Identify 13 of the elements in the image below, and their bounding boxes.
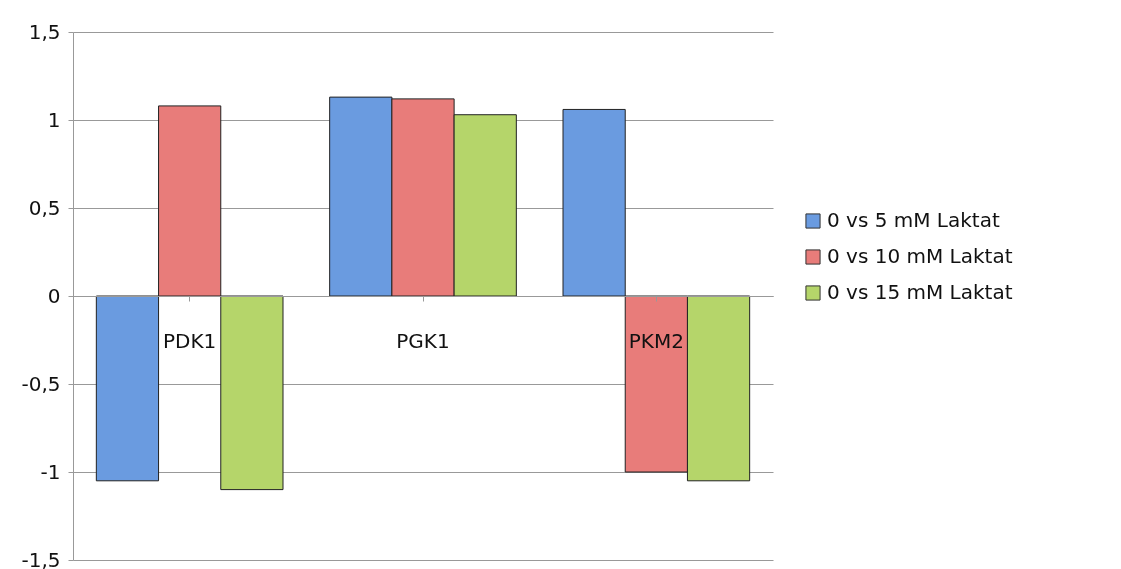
legend-label: 0 vs 10 mM Laktat [827, 244, 1013, 268]
y-tick-label: 1 [47, 107, 61, 132]
x-tick-label: PDK1 [163, 328, 217, 353]
x-tick-label: PGK1 [396, 328, 450, 353]
legend-label: 0 vs 5 mM Laktat [827, 208, 1000, 232]
x-tick-label: PKM2 [628, 328, 684, 353]
y-tick-label: -1 [40, 459, 61, 484]
y-tick-label: 1,5 [28, 19, 61, 44]
y-tick-label: 0 [47, 283, 61, 308]
legend-label: 0 vs 15 mM Laktat [827, 280, 1013, 304]
y-tick-label: -1,5 [21, 547, 61, 569]
y-tick-label: -0,5 [21, 371, 61, 396]
y-tick-label: 0,5 [28, 195, 61, 220]
